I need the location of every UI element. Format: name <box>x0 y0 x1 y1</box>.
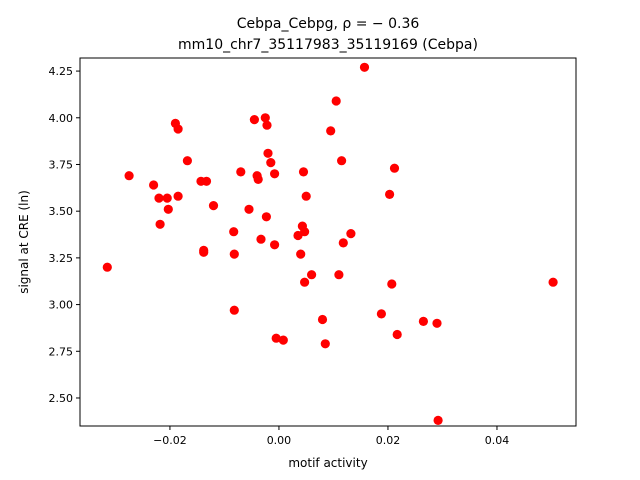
data-point-54 <box>389 163 400 173</box>
y-tick-label: 4.00 <box>49 112 74 125</box>
data-point-8 <box>173 124 183 134</box>
data-point-21 <box>249 115 259 125</box>
chart-title-line1: Cebpa_Cebpg, ρ = − 0.36 <box>237 16 420 32</box>
data-point-43 <box>320 339 330 349</box>
points-layer <box>102 62 558 425</box>
data-point-6 <box>163 204 173 214</box>
data-point-49 <box>346 229 356 239</box>
data-point-12 <box>201 176 212 186</box>
data-point-38 <box>300 227 310 237</box>
data-point-44 <box>326 126 336 136</box>
y-tick-label: 3.25 <box>49 252 74 265</box>
data-point-14 <box>199 247 209 257</box>
data-point-24 <box>256 234 266 244</box>
y-tick-label: 2.50 <box>49 392 74 405</box>
data-point-37 <box>298 167 309 177</box>
x-tick-label: 0.04 <box>485 434 510 447</box>
data-point-53 <box>387 279 397 289</box>
data-point-9 <box>173 191 183 201</box>
ticks-layer: −0.02 0.00 0.02 0.04 2.50 2.75 3.00 3.25 3.50 3.7… <box>49 65 510 447</box>
plot-frame <box>79 57 577 427</box>
data-point-52 <box>385 189 395 199</box>
data-point-46 <box>334 270 344 280</box>
data-point-56 <box>418 316 428 326</box>
data-point-5 <box>162 193 172 203</box>
x-tick-label: −0.02 <box>153 434 187 447</box>
data-point-17 <box>229 249 239 259</box>
data-point-45 <box>331 96 341 106</box>
data-point-31 <box>270 240 280 250</box>
data-point-50 <box>359 62 370 72</box>
y-tick-label: 4.25 <box>49 65 74 78</box>
data-point-2 <box>149 180 159 190</box>
data-point-51 <box>376 309 386 319</box>
data-point-0 <box>102 262 112 272</box>
data-point-35 <box>296 249 306 259</box>
data-point-30 <box>270 169 280 179</box>
x-tick-label: 0.00 <box>267 434 292 447</box>
data-point-39 <box>300 277 310 287</box>
data-point-29 <box>266 158 276 168</box>
data-point-1 <box>124 171 134 181</box>
data-point-57 <box>432 318 442 328</box>
data-point-15 <box>208 201 219 211</box>
data-point-42 <box>317 314 328 325</box>
data-point-59 <box>548 277 558 287</box>
data-point-58 <box>433 415 443 425</box>
y-tick-label: 3.75 <box>49 158 74 171</box>
data-point-23 <box>253 174 263 184</box>
y-tick-label: 2.75 <box>49 345 74 358</box>
data-point-28 <box>263 148 273 158</box>
data-point-47 <box>337 156 347 166</box>
data-point-55 <box>392 329 402 340</box>
data-point-40 <box>301 191 311 201</box>
chart-title-line2: mm10_chr7_35117983_35119169 (Cebpa) <box>178 37 478 53</box>
data-point-41 <box>307 270 317 280</box>
data-point-25 <box>260 113 270 123</box>
data-point-27 <box>262 120 272 130</box>
y-tick-label: 3.00 <box>49 299 74 312</box>
data-point-19 <box>236 167 246 177</box>
data-point-4 <box>155 219 165 229</box>
data-point-32 <box>271 333 281 343</box>
data-point-26 <box>261 212 271 222</box>
data-point-16 <box>229 227 239 237</box>
y-tick-label: 3.50 <box>49 205 74 218</box>
x-axis-label: motif activity <box>288 456 367 470</box>
x-tick-label: 0.02 <box>376 434 401 447</box>
data-point-10 <box>182 156 192 166</box>
data-point-20 <box>244 204 254 214</box>
data-point-3 <box>154 193 164 203</box>
y-axis-label: signal at CRE (ln) <box>17 190 31 294</box>
data-point-33 <box>278 335 288 345</box>
data-point-48 <box>338 238 348 248</box>
data-point-18 <box>229 305 239 315</box>
